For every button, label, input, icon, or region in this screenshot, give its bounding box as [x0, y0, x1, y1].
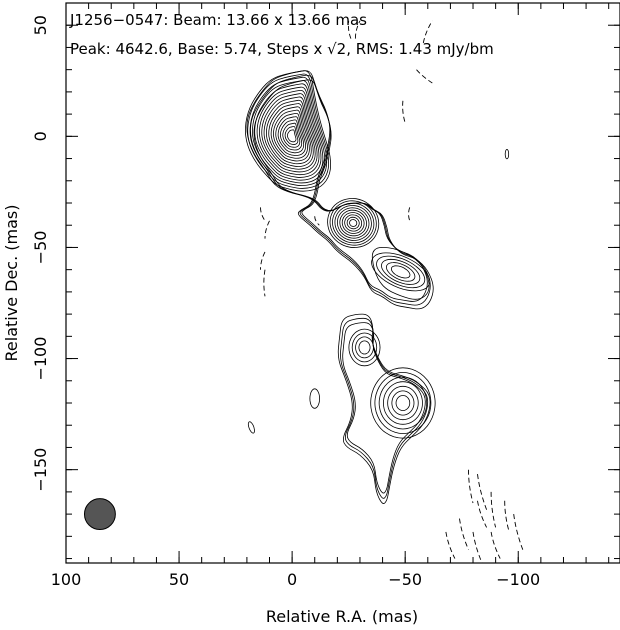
contour-knot1-level	[334, 205, 372, 241]
contour-knot1-level	[332, 202, 375, 244]
contour-isolated	[309, 388, 320, 409]
title-line-1: J1256−0547: Beam: 13.66 x 13.66 mas	[69, 11, 367, 29]
contour-core-level	[280, 119, 303, 151]
contour-knot4-level	[374, 371, 432, 435]
contour-core-level	[259, 89, 320, 176]
contour-knot1-level	[339, 209, 367, 237]
contour-core-level	[282, 122, 301, 148]
contour-knot1-level	[349, 219, 358, 227]
title-line-2-prefix: Peak: 4642.6, Base: 5.74, Steps x	[70, 40, 327, 58]
contour-knot1-level	[327, 198, 380, 248]
contour-core-level	[268, 103, 312, 165]
contour-knot1-level	[341, 212, 365, 234]
negative-contour	[402, 100, 406, 124]
contour-knot4-level	[391, 390, 415, 416]
contour-knot3-level	[351, 332, 378, 363]
negative-contour	[416, 69, 433, 84]
negative-contour	[490, 531, 501, 559]
contour-knot1-level	[336, 207, 370, 239]
contour-layer	[244, 20, 524, 564]
negative-contour	[445, 531, 456, 559]
contour-core-level	[254, 83, 324, 181]
contour-knot3-level	[348, 328, 381, 367]
contour-isolated	[504, 148, 510, 160]
title-line-2-sqrt: √2	[327, 40, 346, 58]
y-tick-label: −100	[31, 337, 50, 381]
negative-contour	[263, 269, 266, 297]
contour-knot4-level	[387, 385, 419, 421]
negative-contour	[459, 518, 469, 550]
negative-contour	[354, 20, 361, 39]
title-line-2: Peak: 4642.6, Base: 5.74, Steps x √2, RM…	[70, 40, 494, 58]
y-tick-label: −150	[31, 448, 50, 492]
contour-knot4-level	[395, 395, 411, 411]
contour-core-level	[270, 106, 310, 162]
contour-lower-envelope	[342, 322, 426, 494]
negative-contour	[260, 207, 266, 222]
contour-core-level	[284, 126, 299, 145]
contour-knot2-level	[371, 252, 431, 292]
negative-contour	[422, 20, 433, 44]
x-tick-label: 50	[169, 570, 189, 589]
negative-contour	[314, 216, 320, 226]
tick-layer: 100 50 0 −50 −100 50 0 −50 −100 −150	[31, 3, 620, 589]
negative-contour	[264, 220, 270, 239]
contour-knot2-level	[371, 246, 430, 300]
x-tick-label: 0	[287, 570, 297, 589]
negative-contour	[408, 207, 411, 221]
y-tick-label: 50	[31, 15, 50, 35]
contour-core-level	[287, 129, 297, 143]
contour-jet-envelope	[250, 74, 431, 306]
contour-core-level	[275, 112, 307, 156]
contour-core-level	[249, 76, 328, 187]
negative-contour	[477, 474, 488, 510]
contour-core-level	[277, 116, 305, 154]
contour-core-level	[247, 73, 330, 189]
negative-contour	[472, 531, 483, 564]
y-axis-label: Relative Dec. (mas)	[2, 205, 21, 362]
negative-contour	[468, 469, 474, 504]
negative-contour	[260, 251, 266, 270]
negative-contour	[490, 491, 497, 528]
plot-frame	[65, 2, 620, 564]
contour-knot3-level	[355, 336, 374, 359]
negative-contour	[477, 500, 488, 528]
contour-knot4-level	[378, 376, 428, 430]
negative-contour	[347, 20, 352, 39]
contour-core-level	[244, 70, 332, 192]
contour-knot1-level	[346, 216, 360, 230]
beam-ellipse	[83, 498, 116, 531]
contour-knot2-level	[376, 255, 426, 289]
contour-core-level	[252, 80, 326, 184]
y-tick-label: −50	[31, 231, 50, 265]
negative-contour	[513, 514, 524, 550]
contour-knot1-level	[344, 214, 363, 232]
contour-knot2-level	[385, 262, 416, 282]
y-tick-label: 0	[31, 131, 50, 141]
contour-core-level	[273, 109, 308, 159]
negative-contour	[504, 500, 510, 533]
contour-core-level	[263, 96, 316, 170]
x-axis-label: Relative R.A. (mas)	[266, 607, 418, 626]
contour-isolated	[247, 421, 255, 434]
contour-core-level	[261, 93, 318, 173]
x-tick-label: 100	[51, 570, 82, 589]
contour-core-level	[256, 86, 322, 178]
contour-core-level	[266, 99, 314, 167]
contour-knot4-level	[383, 381, 423, 425]
x-tick-label: −100	[496, 570, 540, 589]
contour-knot1-level	[329, 200, 377, 246]
contour-knot2-level	[381, 258, 421, 285]
title-line-2-suffix: , RMS: 1.43 mJy/bm	[346, 40, 494, 58]
x-tick-label: −50	[388, 570, 422, 589]
contour-knot2-level	[390, 265, 411, 279]
contour-knot4-level	[370, 367, 436, 439]
contour-knot3-level	[358, 340, 371, 355]
